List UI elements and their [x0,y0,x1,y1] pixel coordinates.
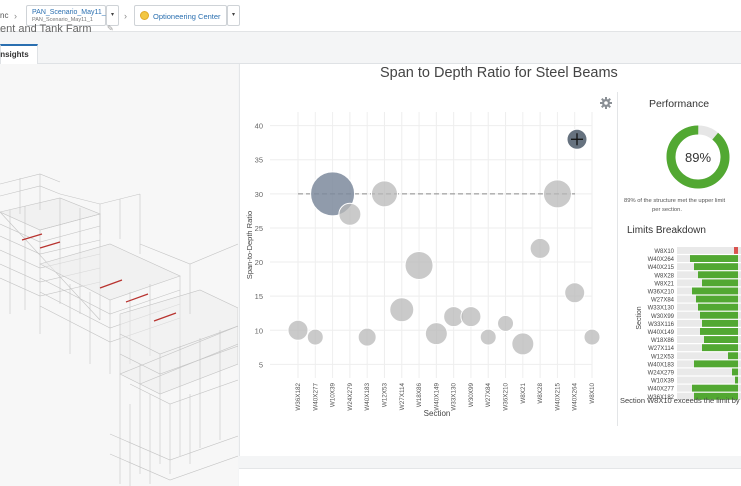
limits-footer: Section W8X10 exceeds the limit by [620,396,740,405]
breadcrumb-project[interactable]: nc [0,11,9,20]
performance-description: 89% of the structure met the upper limit… [624,197,741,215]
performance-title: Performance [648,98,710,110]
chevron-down-icon: ▾ [231,12,235,18]
page-title: ent and Tank Farm [0,23,92,35]
scenario-dropdown-button[interactable]: ▾ [106,5,119,26]
insights-panel [239,64,741,456]
optioneering-label: Optioneering Center [153,12,221,21]
scenario-selector[interactable]: PAN_Scenario_May11_1 PAN_Scenario_May11_… [26,5,110,26]
tab-insights-label: Insights [0,50,29,59]
chevron-right-icon: › [14,11,17,21]
optioneering-dropdown-button[interactable]: ▾ [227,5,240,26]
optioneering-center-selector[interactable]: Optioneering Center [134,5,227,26]
structure-wireframe [0,173,238,486]
edit-icon[interactable]: ✎ [107,24,114,33]
gear-icon[interactable] [600,97,612,109]
bottom-panel [239,468,741,486]
performance-desc-line2: per section. [652,207,682,213]
scenario-name: PAN_Scenario_May11_1 [32,9,110,16]
tab-row: Insights [0,44,741,65]
chevron-right-icon: › [124,11,127,21]
scenario-subtitle: PAN_Scenario_May11_1 [32,17,93,23]
chart-title: Span to Depth Ratio for Steel Beams [380,65,618,81]
tab-insights[interactable]: Insights [0,44,38,65]
chevron-down-icon: ▾ [110,12,114,18]
top-bar: nc › PAN_Scenario_May11_1 PAN_Scenario_M… [0,0,741,32]
model-viewer[interactable] [0,64,238,486]
limits-breakdown-title: Limits Breakdown [627,225,706,236]
performance-desc-line1: 89% of the structure met the upper limit [624,198,726,204]
panel-divider [617,92,618,426]
lightbulb-icon [140,11,149,20]
